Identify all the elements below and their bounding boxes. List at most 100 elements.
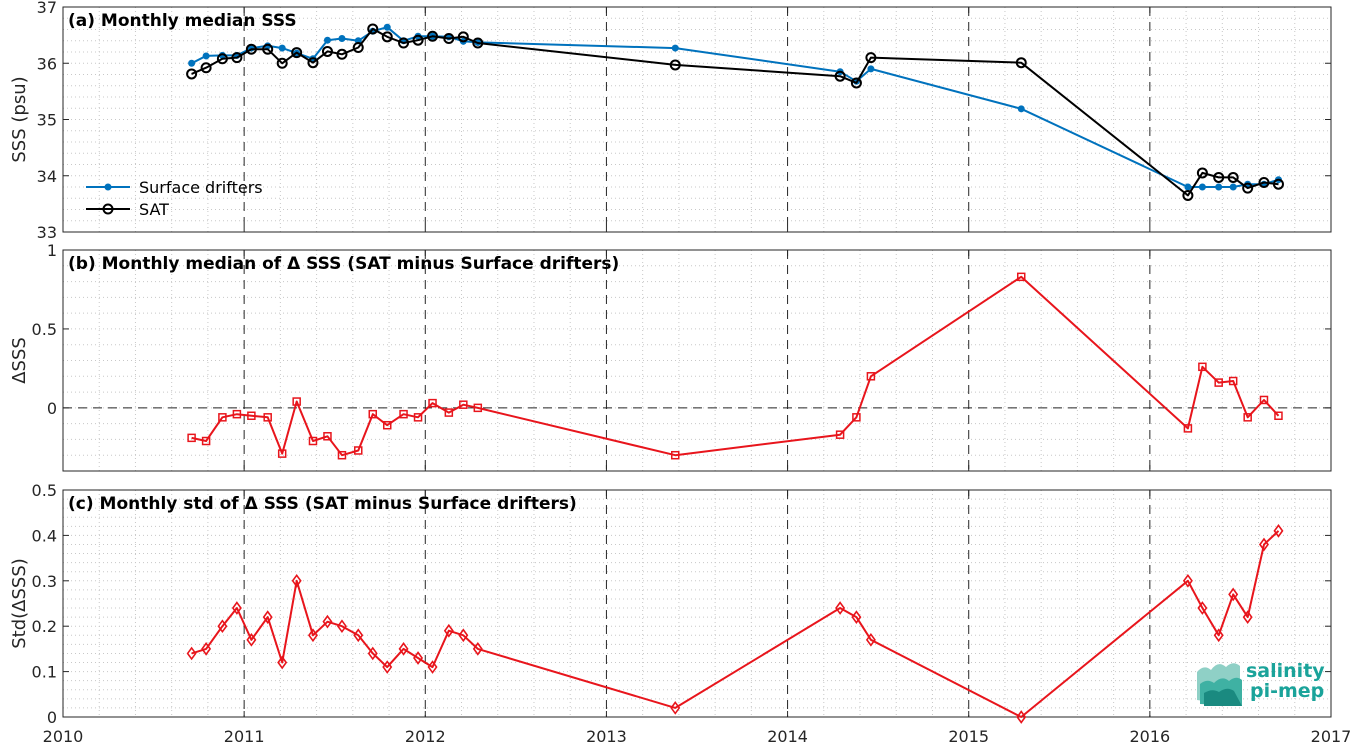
y-tick-label: 36 — [37, 54, 57, 73]
data-point — [337, 450, 347, 460]
series-line — [191, 27, 1279, 197]
series — [186, 523, 1284, 724]
data-point — [336, 48, 348, 60]
data-point — [1197, 601, 1208, 615]
data-point — [851, 610, 862, 624]
data-point — [413, 651, 424, 665]
data-point — [1242, 182, 1254, 194]
data-point — [1258, 177, 1270, 188]
y-axis-label: ΔSSS — [9, 337, 30, 384]
data-point — [398, 642, 409, 656]
data-point — [308, 436, 318, 446]
data-point — [382, 420, 392, 430]
legend-marker — [102, 203, 114, 215]
salinity-pimep-logo: salinity pi-mep — [1197, 660, 1325, 706]
data-point — [472, 642, 483, 656]
data-point — [292, 397, 301, 406]
data-point — [1182, 573, 1193, 588]
y-tick-label: 37 — [37, 0, 57, 17]
data-point — [865, 52, 877, 64]
data-point — [186, 646, 197, 661]
logo-line1: salinity — [1246, 660, 1325, 682]
data-point — [247, 411, 256, 420]
data-point — [231, 601, 242, 615]
data-point — [444, 408, 454, 417]
data-point — [381, 31, 393, 43]
data-point — [188, 59, 196, 67]
x-tick-label: 2010 — [43, 727, 84, 745]
data-point — [1259, 395, 1269, 405]
data-point — [323, 36, 331, 44]
data-point — [427, 30, 439, 42]
data-point — [201, 436, 211, 446]
x-tick-label: 2013 — [586, 727, 627, 745]
panel-c: 0 0.1 0.2 0.3 0.4 0.5 Std(ΔSSS) (c) Monthly std… — [9, 481, 1332, 727]
data-point — [1198, 183, 1206, 191]
data-point — [443, 33, 455, 44]
series — [188, 23, 1282, 191]
data-point — [1016, 710, 1027, 724]
data-point — [1229, 183, 1237, 191]
data-point — [398, 37, 410, 49]
data-point — [399, 409, 408, 419]
data-point — [459, 400, 468, 409]
data-point — [217, 619, 228, 634]
data-point — [671, 450, 680, 460]
grid — [63, 7, 1331, 232]
data-point — [367, 646, 378, 661]
data-point — [428, 398, 437, 408]
legend-marker — [104, 183, 112, 191]
data-point — [443, 623, 454, 638]
series — [186, 23, 1284, 201]
logo-line2: pi-mep — [1250, 680, 1324, 702]
data-point — [307, 628, 318, 643]
data-point — [412, 34, 424, 46]
data-point — [263, 413, 272, 422]
panel-title: (b) Monthly median of Δ SSS (SAT minus S… — [68, 254, 619, 274]
data-point — [1214, 378, 1223, 387]
data-point — [850, 77, 862, 89]
data-point — [186, 68, 198, 80]
data-point — [671, 44, 679, 52]
data-point — [1183, 424, 1193, 433]
x-axis: 2010 2011 2012 2013 2014 2015 2016 2017 — [43, 727, 1352, 745]
data-point — [278, 44, 286, 52]
data-point — [277, 449, 287, 458]
data-point — [1258, 537, 1269, 552]
y-tick-label: 0.2 — [32, 617, 57, 636]
x-tick-label: 2011 — [224, 727, 265, 745]
data-point — [1242, 610, 1253, 624]
data-point — [262, 610, 273, 624]
series-line — [191, 275, 1280, 457]
data-point — [413, 413, 423, 422]
data-point — [835, 601, 846, 615]
data-point — [323, 432, 332, 441]
data-point — [321, 45, 333, 57]
data-point — [367, 23, 379, 35]
x-tick-label: 2015 — [948, 727, 989, 745]
y-axis-label: Std(ΔSSS) — [9, 558, 30, 649]
y-tick-label: 0.5 — [32, 320, 57, 339]
data-point — [1182, 189, 1194, 201]
y-tick-label: 1 — [47, 241, 57, 260]
data-point — [834, 70, 846, 82]
data-point — [245, 43, 257, 55]
data-point — [669, 59, 681, 71]
x-tick-label: 2016 — [1129, 727, 1170, 745]
series — [187, 272, 1283, 460]
x-tick-label: 2012 — [405, 727, 446, 745]
data-point — [262, 43, 274, 55]
y-axis-label: SSS (psu) — [9, 76, 30, 162]
y-tick-label: 0 — [47, 708, 57, 727]
data-point — [1184, 183, 1192, 191]
data-point — [1198, 362, 1207, 372]
data-point — [670, 701, 681, 715]
legend-label: Surface drifters — [139, 178, 263, 197]
data-point — [277, 655, 288, 670]
data-point — [1213, 628, 1224, 643]
panel-a: 33 34 35 36 37 SSS (psu) (a) Monthly median SS… — [9, 0, 1332, 242]
data-point — [1274, 411, 1283, 420]
data-point — [1196, 167, 1208, 179]
panel-b: 0 0.5 1 ΔSSS (b) Monthly median of Δ SSS (SA… — [9, 241, 1332, 472]
